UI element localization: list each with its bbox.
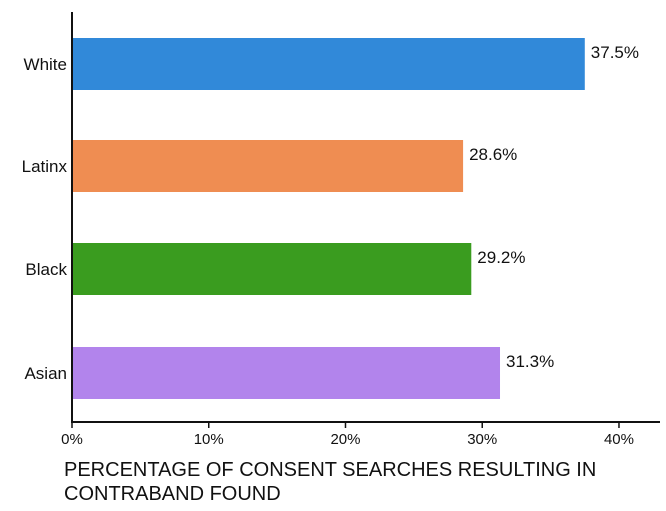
value-label-latinx: 28.6% xyxy=(469,145,517,164)
x-tick-label: 30% xyxy=(467,431,497,448)
value-label-asian: 31.3% xyxy=(506,352,554,371)
value-label-white: 37.5% xyxy=(591,43,639,62)
bar-black xyxy=(72,243,472,295)
bar-latinx xyxy=(72,140,464,192)
value-label-black: 29.2% xyxy=(477,248,525,267)
category-labels-group: White Latinx Black Asian xyxy=(22,55,68,383)
category-label-white: White xyxy=(24,55,67,74)
x-axis-title: PERCENTAGE OF CONSENT SEARCHES RESULTING… xyxy=(64,459,597,505)
bar-white xyxy=(72,38,585,90)
bars-group xyxy=(72,38,585,399)
x-tick-label: 0% xyxy=(61,431,83,448)
value-labels-group: 37.5% 28.6% 29.2% 31.3% xyxy=(469,43,639,371)
category-label-black: Black xyxy=(25,260,67,279)
category-label-latinx: Latinx xyxy=(22,157,68,176)
x-tick-label: 40% xyxy=(604,431,634,448)
x-ticks-group: 0% 10% 20% 30% 40% xyxy=(61,422,634,448)
x-tick-label: 20% xyxy=(330,431,360,448)
category-label-asian: Asian xyxy=(24,364,67,383)
x-tick-label: 10% xyxy=(194,431,224,448)
bar-asian xyxy=(72,347,501,399)
